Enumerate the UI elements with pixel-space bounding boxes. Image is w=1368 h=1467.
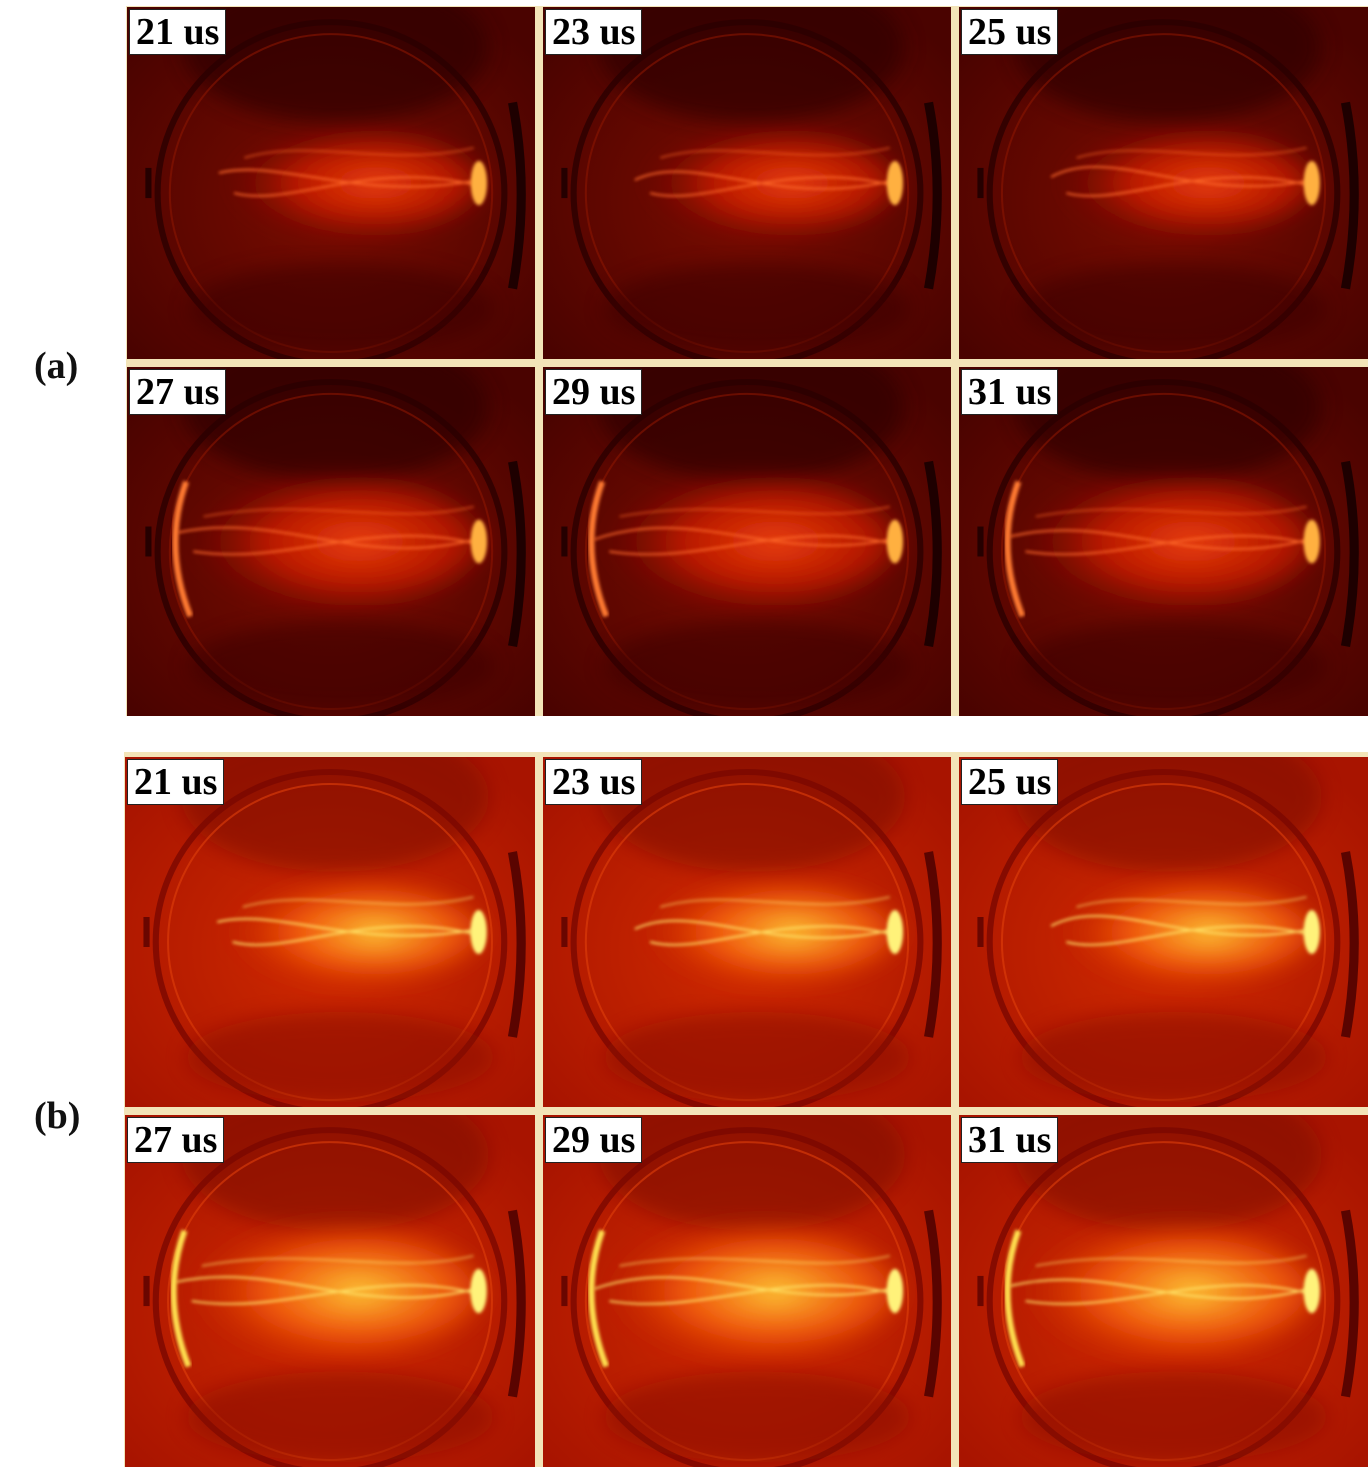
time-label: 29 us: [545, 1117, 643, 1163]
time-label: 29 us: [545, 369, 643, 415]
panel-label-b: (b): [34, 1095, 81, 1137]
panel-label-a: (a): [34, 345, 79, 387]
frame-a-5: 29 us: [543, 367, 951, 716]
frame-b-5: 29 us: [543, 1115, 951, 1467]
frame-b-4: 27 us: [125, 1115, 535, 1467]
time-label: 31 us: [961, 1117, 1059, 1163]
time-label: 31 us: [961, 369, 1059, 415]
frame-a-1: 21 us: [127, 7, 535, 359]
frame-a-4: 27 us: [127, 367, 535, 716]
frame-a-3: 25 us: [959, 7, 1368, 359]
time-label: 23 us: [545, 759, 643, 805]
frame-b-1: 21 us: [125, 757, 535, 1107]
time-label: 27 us: [129, 369, 227, 415]
frame-a-2: 23 us: [543, 7, 951, 359]
time-label: 27 us: [127, 1117, 225, 1163]
time-label: 25 us: [961, 759, 1059, 805]
frame-b-3: 25 us: [959, 757, 1368, 1107]
image-grid-a: 21 us 23 us 25 us 27 us 29 us 31 us: [126, 6, 1368, 716]
frame-a-6: 31 us: [959, 367, 1368, 716]
time-label: 25 us: [961, 9, 1059, 55]
frame-b-2: 23 us: [543, 757, 951, 1107]
time-label: 21 us: [127, 759, 225, 805]
image-grid-b: 21 us 23 us 25 us 27 us 29 us 31 us: [124, 752, 1368, 1467]
time-label: 23 us: [545, 9, 643, 55]
time-label: 21 us: [129, 9, 227, 55]
frame-b-6: 31 us: [959, 1115, 1368, 1467]
